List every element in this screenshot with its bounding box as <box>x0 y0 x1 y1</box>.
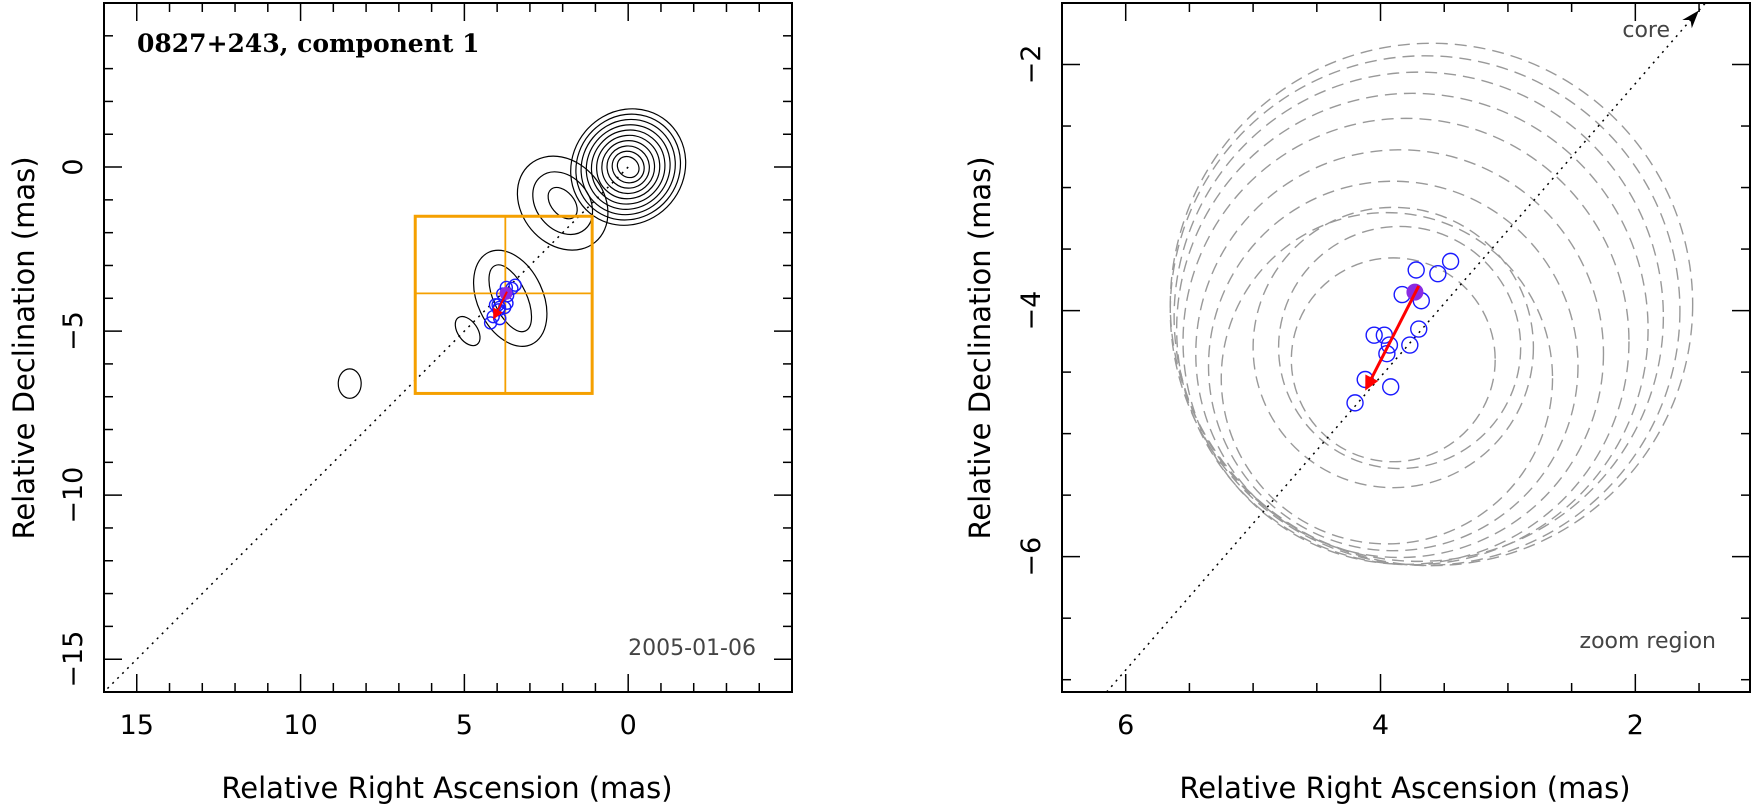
contour-outer-jet <box>473 249 548 347</box>
left-panel-full-map: 15 10 5 0 0 −5 −10 −15 0827+243, component 1 2… <box>7 2 793 805</box>
R-component-marker <box>1441 252 1460 271</box>
R-component-marker <box>1410 320 1428 338</box>
component-size-circle <box>1169 42 1694 567</box>
R-component-marker <box>1429 264 1447 283</box>
L-x-tick-label: 0 <box>620 710 637 741</box>
L-y-tick-label: 0 <box>58 158 89 175</box>
component-size-circle <box>1220 211 1554 545</box>
right-ridge-line <box>1106 3 1706 692</box>
left-title: 0827+243, component 1 <box>137 29 480 58</box>
contour-core <box>575 113 682 221</box>
L-x-tick-label: 15 <box>120 710 154 741</box>
contour-core <box>590 129 666 205</box>
R-motion-vector <box>1367 285 1421 384</box>
L-component-marker <box>508 278 522 292</box>
right-plot-frame <box>1061 2 1751 693</box>
contour-inner-jet <box>547 186 578 220</box>
component-size-circle <box>1173 71 1665 563</box>
core-arrowhead <box>1682 10 1699 29</box>
zoom-box-outline <box>413 214 594 395</box>
L-x-tick-label: 10 <box>283 710 317 741</box>
left-y-axis-label: Relative Declination (mas) <box>7 156 41 539</box>
R-component-marker <box>1382 378 1400 396</box>
left-x-axis-label: Relative Right Ascension (mas) <box>221 771 672 805</box>
left-plot-frame <box>103 2 793 693</box>
core-direction-arrow <box>1682 10 1699 29</box>
left-ridge-line <box>104 166 629 692</box>
left-component-markers <box>483 278 522 330</box>
contour-core <box>570 108 687 226</box>
R-motion-arrowhead <box>1365 374 1379 391</box>
contour-core <box>596 134 661 200</box>
R-x-tick-label: 2 <box>1627 710 1644 741</box>
right-y-axis-label: Relative Declination (mas) <box>963 156 997 539</box>
R-component-marker <box>1380 336 1399 354</box>
R-x-tick-label: 4 <box>1372 710 1389 741</box>
L-motion-arrowhead <box>493 307 503 320</box>
R-y-tick-label: −2 <box>1016 45 1047 85</box>
contour-inner-jet <box>532 171 594 236</box>
component-size-circles <box>1169 42 1694 567</box>
R-y-tick-label: −6 <box>1016 537 1047 577</box>
R-x-tick-label: 6 <box>1117 710 1134 741</box>
L-component-marker <box>483 316 498 330</box>
component-size-circle <box>1169 55 1681 567</box>
contour-core <box>585 124 671 210</box>
component-size-circle <box>1195 149 1605 559</box>
L-y-tick-label: −5 <box>58 311 89 351</box>
R-component-marker <box>1407 261 1425 279</box>
L-y-tick-label: −10 <box>58 467 89 524</box>
R-component-marker <box>1401 336 1419 354</box>
right-x-axis-label: Relative Right Ascension (mas) <box>1179 771 1630 805</box>
contour-core <box>580 118 676 216</box>
contour-core <box>606 145 650 189</box>
L-y-tick-label: −15 <box>58 631 89 688</box>
R-component-marker <box>1365 326 1383 344</box>
contour-core <box>611 150 645 184</box>
zoom-region-label: zoom region <box>1580 629 1716 654</box>
left-axis-ticks <box>103 2 793 693</box>
component-size-circle <box>1207 180 1579 552</box>
component-size-circle <box>1290 257 1496 463</box>
component-size-circle <box>1252 206 1535 489</box>
right-component-markers <box>1346 252 1460 412</box>
contour-inner-jet <box>516 155 609 251</box>
epoch-label: 2005-01-06 <box>628 636 756 661</box>
component-size-circle <box>1182 117 1630 566</box>
R-component-marker <box>1346 394 1364 412</box>
left-x-tick-labels: 15 10 5 0 <box>120 710 637 741</box>
core-label: core <box>1622 18 1670 43</box>
R-y-tick-label: −4 <box>1016 291 1047 331</box>
contour-knot <box>454 315 481 347</box>
radio-contours <box>337 108 687 399</box>
left-y-tick-labels: 0 −5 −10 −15 <box>58 158 89 687</box>
component-size-circle <box>1277 225 1522 470</box>
right-x-tick-labels: 6 4 2 <box>1117 710 1644 741</box>
contour-core <box>601 140 656 195</box>
L-x-tick-label: 5 <box>456 710 473 741</box>
right-panel-zoom: 6 4 2 −2 −4 −6 core zoom region Relative Rig… <box>963 2 1751 805</box>
contour-blob <box>337 368 362 399</box>
contour-core <box>616 155 640 179</box>
right-y-tick-labels: −2 −4 −6 <box>1016 45 1047 577</box>
